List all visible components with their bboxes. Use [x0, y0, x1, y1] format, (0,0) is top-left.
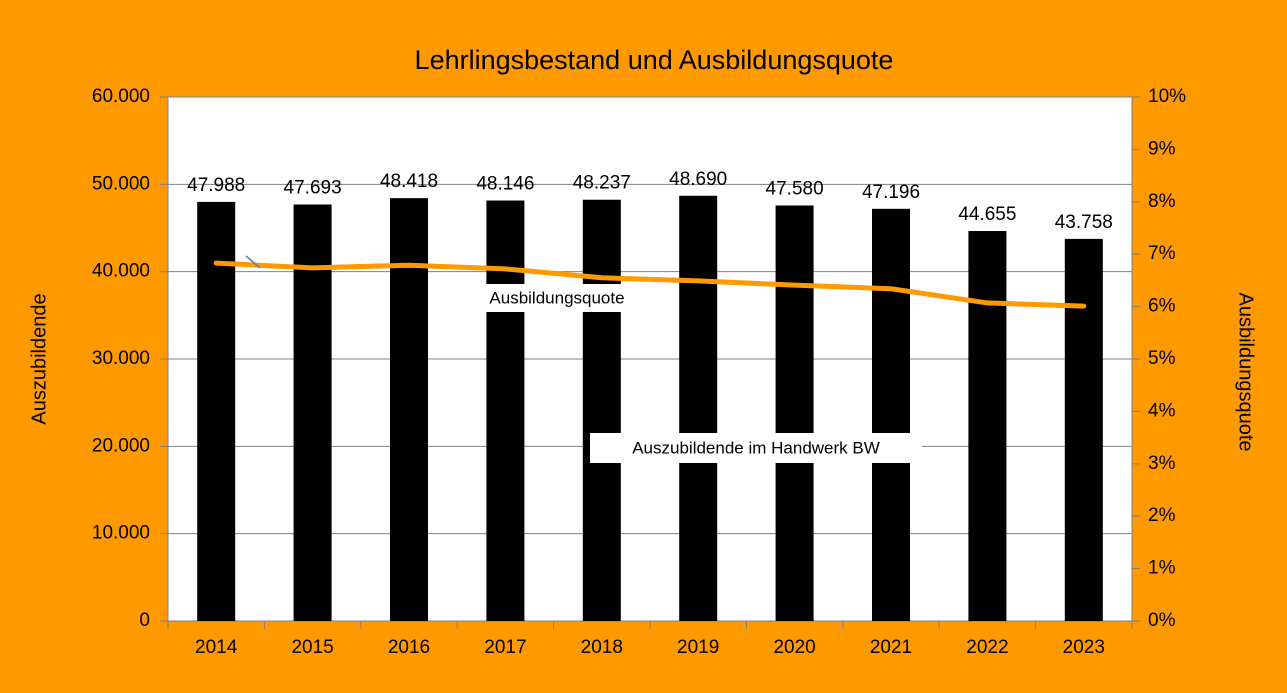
line: [213, 260, 1087, 309]
data-label: 48.146: [476, 174, 534, 195]
annotation-box: [590, 433, 922, 463]
x-tick-label: 2023: [1063, 637, 1105, 658]
x-tick-label: 2015: [291, 637, 333, 658]
x-tick-label: 2021: [870, 637, 912, 658]
y2-tick-label: 9%: [1148, 138, 1176, 159]
bar: [679, 195, 718, 622]
y-tick-label: 10.000: [92, 523, 150, 544]
y2-tick-label: 3%: [1148, 453, 1176, 474]
x-tick-label: 2020: [773, 637, 815, 658]
y-tick-label: 60.000: [92, 86, 150, 107]
bar: [390, 198, 428, 621]
x-tick-label: 2019: [677, 637, 719, 658]
data-label: 47.580: [766, 178, 824, 199]
y2-tick-label: 7%: [1148, 243, 1176, 264]
data-label: 47.988: [187, 175, 245, 196]
data-label: 44.655: [958, 204, 1016, 225]
y-tick-label: 30.000: [92, 348, 150, 369]
series-label: Ausbildungsquote: [489, 288, 624, 307]
leader-line: [245, 255, 261, 269]
y-axis-title: Auszubildende: [28, 293, 50, 424]
bar: [1064, 238, 1103, 621]
bar: [197, 201, 236, 622]
data-label: 47.196: [862, 182, 920, 203]
y2-tick-label: 8%: [1148, 191, 1176, 212]
y-tick-label: 20.000: [92, 435, 150, 456]
y2-tick-label: 4%: [1148, 400, 1176, 421]
y-tick-label: 0: [139, 610, 150, 631]
data-label: 43.758: [1055, 212, 1113, 233]
chart-title: Lehrlingsbestand und Ausbildungsquote: [415, 45, 894, 75]
series-label: Auszubildende im Handwerk BW: [632, 438, 880, 457]
bar: [775, 205, 814, 621]
x-tick-label: 2016: [388, 637, 430, 658]
annotation-box: [467, 284, 647, 312]
bar: [582, 199, 621, 621]
x-tick-label: 2018: [581, 637, 623, 658]
data-label: 47.693: [284, 177, 342, 198]
y2-tick-label: 10%: [1148, 86, 1186, 107]
y2-tick-label: 0%: [1148, 610, 1176, 631]
bar: [968, 231, 1007, 621]
bar: [293, 204, 332, 621]
x-tick-label: 2017: [484, 637, 526, 658]
y-tick-label: 50.000: [92, 173, 150, 194]
bar: [872, 208, 910, 621]
data-label: 48.237: [573, 173, 631, 194]
y2-tick-label: 2%: [1148, 505, 1176, 526]
data-label: 48.690: [669, 169, 727, 190]
y2-tick-label: 6%: [1148, 296, 1176, 317]
x-tick-label: 2014: [195, 637, 238, 658]
y2-axis-title: Ausbildungsquote: [1235, 292, 1257, 451]
y-tick-label: 40.000: [92, 261, 150, 282]
bar: [486, 200, 525, 621]
y2-tick-label: 5%: [1148, 348, 1176, 369]
x-tick-label: 2022: [966, 637, 1008, 658]
y2-tick-label: 1%: [1148, 558, 1176, 579]
data-label: 48.418: [380, 171, 438, 192]
